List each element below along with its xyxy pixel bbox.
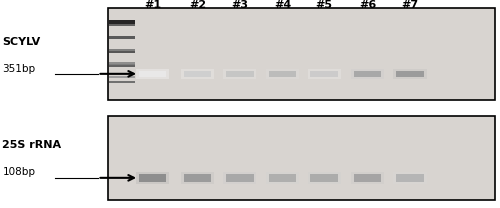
Bar — [108, 62, 135, 64]
Text: #2: #2 — [189, 0, 206, 10]
Bar — [351, 172, 384, 184]
Text: #6: #6 — [359, 0, 376, 10]
Bar — [269, 71, 296, 77]
Bar — [108, 20, 135, 24]
Bar — [354, 71, 382, 77]
Text: #5: #5 — [316, 0, 332, 10]
Text: 108bp: 108bp — [2, 167, 35, 177]
Bar — [108, 8, 495, 100]
Text: #4: #4 — [274, 0, 291, 10]
Bar — [136, 172, 169, 184]
Bar — [396, 71, 424, 77]
Bar — [266, 172, 299, 184]
Bar — [181, 172, 214, 184]
Bar — [108, 76, 135, 78]
Bar — [394, 172, 426, 184]
Bar — [310, 71, 338, 77]
Bar — [108, 51, 135, 53]
Bar — [108, 116, 495, 200]
Bar — [308, 69, 340, 78]
Bar — [396, 174, 424, 182]
Bar — [108, 36, 135, 39]
Bar — [354, 174, 382, 182]
Bar — [136, 69, 169, 78]
Text: #3: #3 — [232, 0, 248, 10]
Bar — [394, 69, 426, 78]
Text: 351bp: 351bp — [2, 64, 35, 74]
Bar — [108, 24, 135, 26]
Text: #7: #7 — [402, 0, 418, 10]
Bar — [308, 172, 340, 184]
Bar — [108, 64, 135, 67]
Text: SCYLV: SCYLV — [2, 37, 41, 47]
Bar — [138, 174, 166, 182]
Bar — [184, 71, 211, 77]
Bar — [181, 69, 214, 78]
Bar — [269, 174, 296, 182]
Text: #1: #1 — [144, 0, 161, 10]
Bar — [224, 69, 256, 78]
Bar — [108, 36, 135, 39]
Bar — [138, 71, 166, 77]
Bar — [224, 172, 256, 184]
Bar — [226, 71, 254, 77]
Bar — [351, 69, 384, 78]
Bar — [266, 69, 299, 78]
Bar — [226, 174, 254, 182]
Bar — [310, 174, 338, 182]
Text: 25S rRNA: 25S rRNA — [2, 140, 62, 150]
Bar — [108, 81, 135, 83]
Bar — [108, 49, 135, 51]
Bar — [184, 174, 211, 182]
